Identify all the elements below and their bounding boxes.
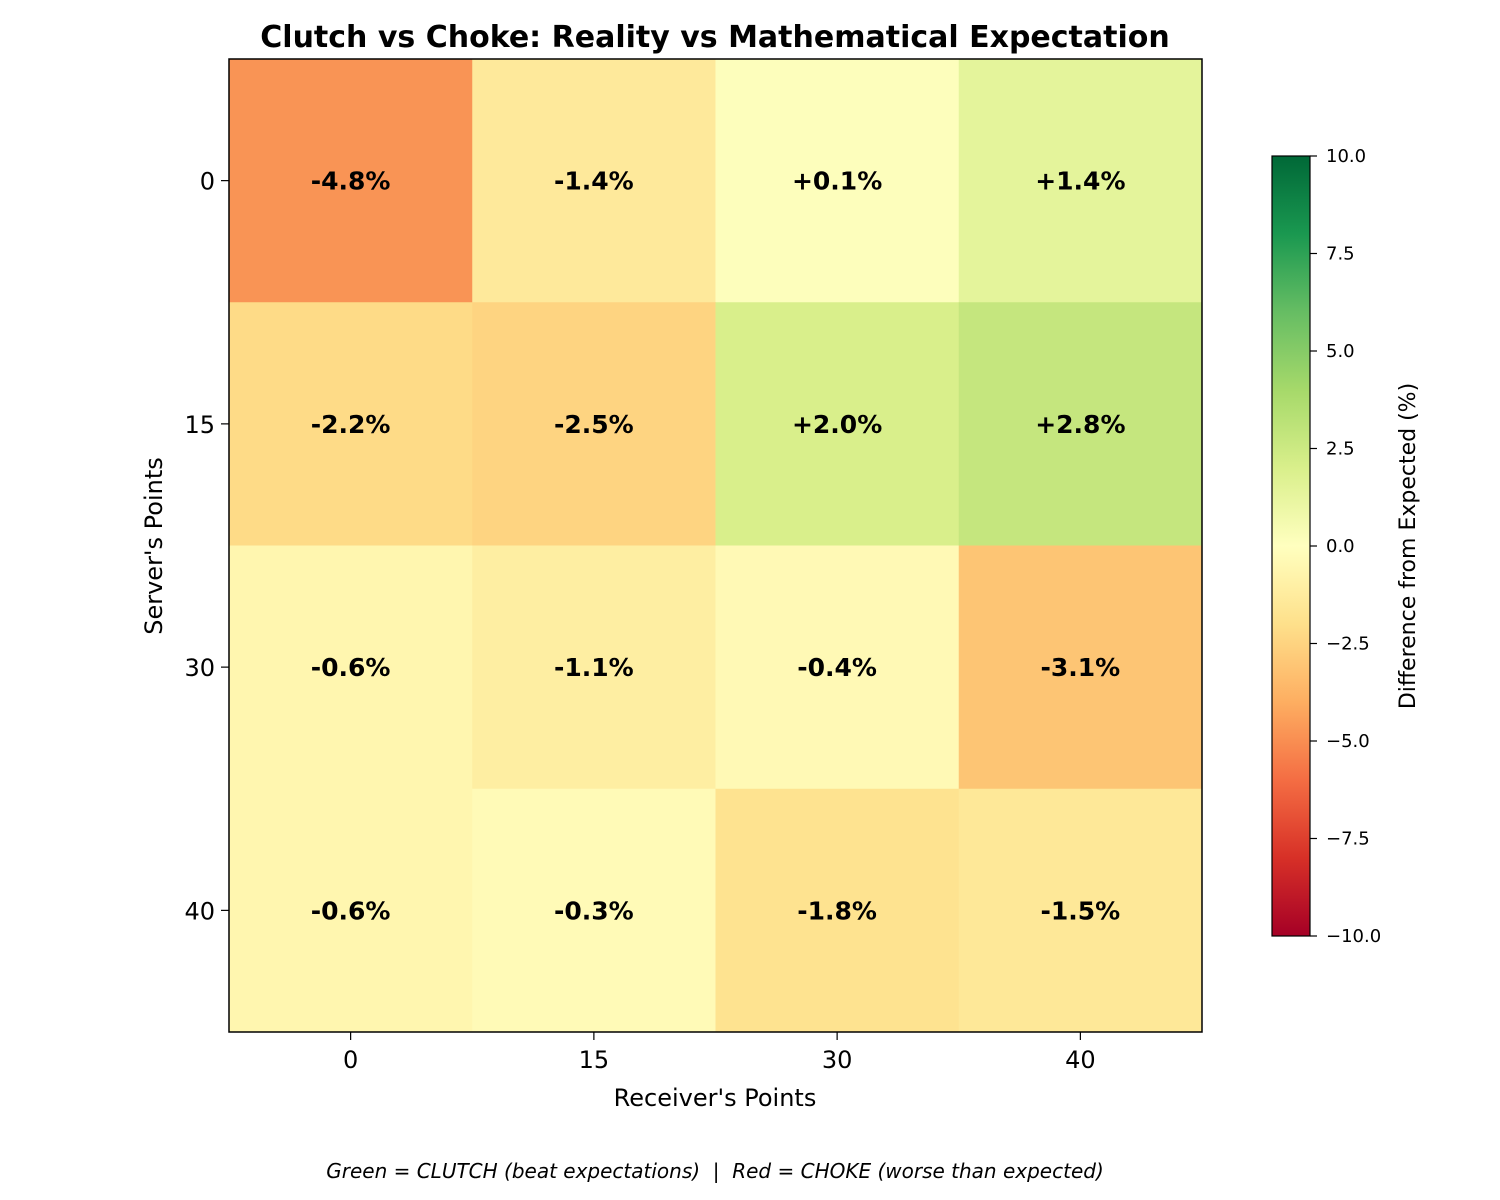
colorbar-tick-label: 0.0	[1326, 536, 1355, 557]
heatmap-cell	[958, 545, 1203, 790]
heatmap-cell	[229, 545, 473, 790]
heatmap-cell-labels: -4.8% -1.4% +0.1% +1.4% -2.2% -2.5% +2.0% +2.8%…	[311, 167, 1126, 926]
heatmap-cell	[715, 545, 960, 790]
cell-value-label: -0.6%	[311, 896, 391, 925]
cell-value-label: -3.1%	[1041, 653, 1121, 682]
cell-value-label: -4.8%	[311, 167, 391, 196]
heatmap-cell	[472, 59, 716, 303]
colorbar	[1271, 155, 1311, 937]
cell-value-label: +2.0%	[792, 410, 882, 439]
colorbar-label: Difference from Expected (%)	[1396, 383, 1421, 709]
heatmap-cell	[715, 59, 960, 303]
x-axis-ticks: 0 15 30 40	[343, 1032, 1096, 1074]
cell-value-label: +2.8%	[1035, 410, 1125, 439]
cell-value-label: +0.1%	[792, 167, 882, 196]
cell-value-label: -0.4%	[797, 653, 877, 682]
y-tick-label: 15	[184, 411, 215, 439]
colorbar-tick-label: −5.0	[1326, 731, 1370, 752]
colorbar-tick-label: 10.0	[1326, 146, 1366, 167]
colorbar-tick-label: −2.5	[1326, 634, 1370, 655]
colorbar-tick-label: 2.5	[1326, 439, 1355, 460]
cell-value-label: -1.1%	[554, 653, 634, 682]
colorbar-tick-label: −7.5	[1326, 829, 1370, 850]
x-tick-label: 15	[579, 1046, 610, 1074]
x-tick-label: 40	[1065, 1046, 1096, 1074]
y-axis-ticks: 0 15 30 40	[184, 168, 229, 925]
colorbar-tick-label: −10.0	[1326, 926, 1381, 947]
colorbar-tick-label: 5.0	[1326, 341, 1355, 362]
y-tick-label: 0	[200, 168, 215, 196]
heatmap-cells	[229, 59, 1203, 1033]
y-tick-label: 30	[184, 654, 215, 682]
heatmap-cell	[958, 302, 1203, 546]
chart-title: Clutch vs Choke: Reality vs Mathematical…	[260, 20, 1169, 55]
x-axis-label: Receiver's Points	[614, 1084, 817, 1112]
y-tick-label: 40	[184, 897, 215, 925]
cell-value-label: -1.5%	[1041, 896, 1121, 925]
heatmap-cell	[958, 59, 1203, 303]
cell-value-label: -1.4%	[554, 167, 634, 196]
footnote: Green = CLUTCH (beat expectations) | Red…	[326, 1159, 1104, 1183]
y-axis-label: Server's Points	[140, 457, 168, 635]
heatmap-cell	[958, 788, 1203, 1033]
colorbar-ticks: 10.0 7.5 5.0 2.5 0.0 −2.5 −5.0 −7.5 −10.0	[1310, 146, 1381, 947]
heatmap-cell	[472, 788, 716, 1033]
plot-frame	[228, 58, 1203, 1033]
heatmap-cell	[472, 302, 716, 546]
heatmap-cell	[229, 788, 473, 1033]
cell-value-label: -2.2%	[311, 410, 391, 439]
cell-value-label: -0.3%	[554, 896, 634, 925]
heatmap-cell	[715, 788, 960, 1033]
cell-value-label: -2.5%	[554, 410, 634, 439]
x-tick-label: 30	[822, 1046, 853, 1074]
heatmap-cell	[472, 545, 716, 790]
heatmap-cell	[229, 302, 473, 546]
heatmap-cell	[715, 302, 960, 546]
cell-value-label: -1.8%	[797, 896, 877, 925]
colorbar-tick-label: 7.5	[1326, 244, 1355, 265]
x-tick-label: 0	[343, 1046, 358, 1074]
cell-value-label: +1.4%	[1035, 167, 1125, 196]
cell-value-label: -0.6%	[311, 653, 391, 682]
heatmap-cell	[229, 59, 473, 303]
